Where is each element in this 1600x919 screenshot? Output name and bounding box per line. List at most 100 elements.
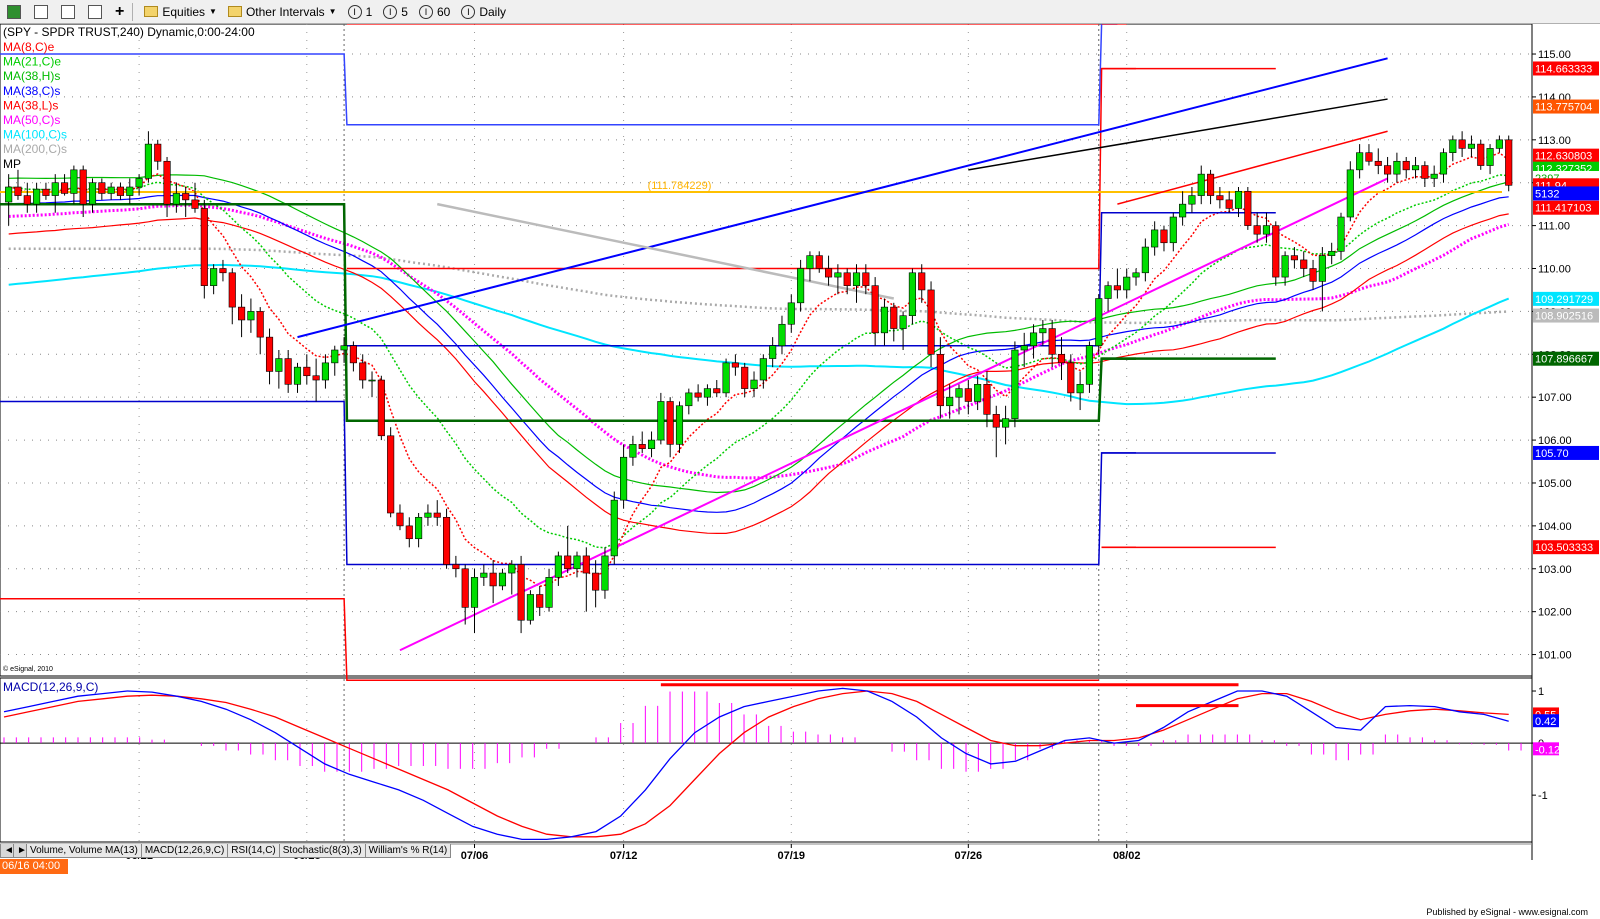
legend-entry: MA(21,C)e [3, 55, 61, 69]
macd-value-tag [1533, 742, 1559, 756]
study-tab[interactable]: RSI(14,C) [227, 844, 280, 858]
candle-body [303, 366, 311, 377]
candle-body [1067, 362, 1075, 394]
candle-body [116, 186, 125, 196]
candle-body [1113, 285, 1121, 291]
candle-body [852, 272, 861, 286]
candle-body [1458, 139, 1466, 149]
candle-body [1439, 152, 1448, 175]
interval-60-button[interactable]: I 60 [415, 2, 454, 22]
folder-icon [227, 6, 242, 17]
price-tag-label: 114.663333 [1535, 63, 1592, 75]
interval-1-label: 1 [365, 4, 373, 19]
candle-body [433, 512, 441, 518]
price-tick-label: 113.00 [1538, 135, 1571, 147]
macd-title: MACD(12,26,9,C) [3, 680, 98, 694]
candle-body [834, 272, 842, 278]
equities-label: Equities [162, 4, 206, 19]
tab-scroll-left-icon[interactable]: ◄ [0, 844, 14, 858]
candle-body [1057, 353, 1066, 364]
candle-body [806, 255, 814, 269]
price-tick-label: 104.00 [1538, 521, 1572, 533]
candle-body [908, 272, 916, 316]
candle-body [284, 358, 292, 385]
blue-trend-line [297, 57, 1388, 339]
ma-8-line [8, 151, 1510, 588]
candle-body [1318, 255, 1326, 282]
candle-body [685, 392, 693, 407]
candle-body [1486, 148, 1494, 166]
candle-body [1160, 229, 1168, 244]
candle-body [638, 444, 646, 449]
interval-daily-button[interactable]: I Daily [457, 2, 510, 22]
price-tag [1533, 540, 1599, 555]
candle-body [340, 345, 348, 351]
legend-entry: MA(38,H)s [3, 69, 60, 83]
candle-body [769, 345, 777, 359]
candle-body [815, 255, 823, 269]
candle-body [33, 188, 41, 205]
interval-5-label: 5 [401, 4, 408, 19]
bars-icon[interactable] [3, 2, 27, 22]
candle-body [1244, 190, 1252, 226]
candle-body [1123, 276, 1131, 291]
candle-body [210, 268, 218, 286]
candle-body [1374, 160, 1382, 166]
legend-entry: MA(8,C)e [3, 40, 55, 54]
ma-21-line [8, 174, 1509, 549]
candle-body [526, 594, 534, 621]
candle-body [228, 272, 236, 308]
date-tick-label: 07/26 [955, 850, 983, 862]
candle-body [377, 379, 385, 437]
study-tab[interactable]: MACD(12,26,9,C) [140, 844, 229, 858]
price-tag-label: 111.417103 [1535, 203, 1591, 215]
candle-body [368, 379, 376, 382]
published-text: Published by eSignal - www.esignal.com [1426, 907, 1588, 917]
candle-body [405, 525, 413, 540]
candle-body [964, 388, 972, 402]
candle-body [5, 186, 13, 203]
candle-body [1281, 255, 1289, 278]
interval-daily-label: Daily [479, 4, 506, 19]
price-tag-label: 103.503333 [1535, 542, 1593, 554]
price-chart[interactable]: 115.00114.00113.00112.00111.00110.00109.… [0, 24, 1600, 919]
candle-body [890, 306, 898, 329]
candle-body [824, 268, 833, 278]
candle-body [219, 268, 227, 274]
interval-5-button[interactable]: I 5 [379, 2, 412, 22]
candle-body [1477, 143, 1485, 166]
study-tab[interactable]: Volume, Volume MA(13) [26, 844, 142, 858]
grid: 115.00114.00113.00112.00111.00110.00109.… [0, 24, 1572, 862]
study-tab[interactable]: Stochastic(8(3),3) [278, 844, 366, 858]
candle-body [573, 555, 581, 570]
legend-entry: MA(50,C)s [3, 113, 60, 127]
candle-body [601, 555, 609, 591]
add-icon[interactable]: + [115, 2, 125, 20]
candle-body [1197, 173, 1205, 196]
page-icon[interactable] [57, 2, 81, 22]
date-tick-label: 07/12 [610, 850, 638, 862]
other-intervals-dropdown[interactable]: Other Intervals ▼ [224, 2, 341, 22]
candle-body [349, 345, 357, 364]
candle-body [1011, 349, 1019, 419]
candle-body [1048, 328, 1056, 355]
interval-1-button[interactable]: I 1 [344, 2, 377, 22]
candle-body [1253, 225, 1261, 235]
equities-dropdown[interactable]: Equities ▼ [140, 2, 221, 22]
crosshair-icon[interactable] [84, 2, 108, 22]
candle-body [1188, 195, 1196, 205]
candle-body [1207, 173, 1215, 196]
tab-scroll-right-icon[interactable]: ► [13, 844, 27, 858]
candle-body [899, 315, 907, 329]
study-tab[interactable]: William's % R(14) [364, 844, 452, 858]
magenta-trend-line [399, 177, 1389, 652]
candle-body [442, 516, 451, 565]
candle-body [144, 143, 152, 179]
save-icon[interactable] [30, 2, 54, 22]
macd-signal-line [3, 690, 1509, 838]
candle-body [946, 396, 954, 407]
price-tag [1533, 351, 1599, 366]
price-tag [1533, 99, 1599, 114]
candle-body [247, 311, 255, 321]
candle-body [955, 388, 963, 398]
